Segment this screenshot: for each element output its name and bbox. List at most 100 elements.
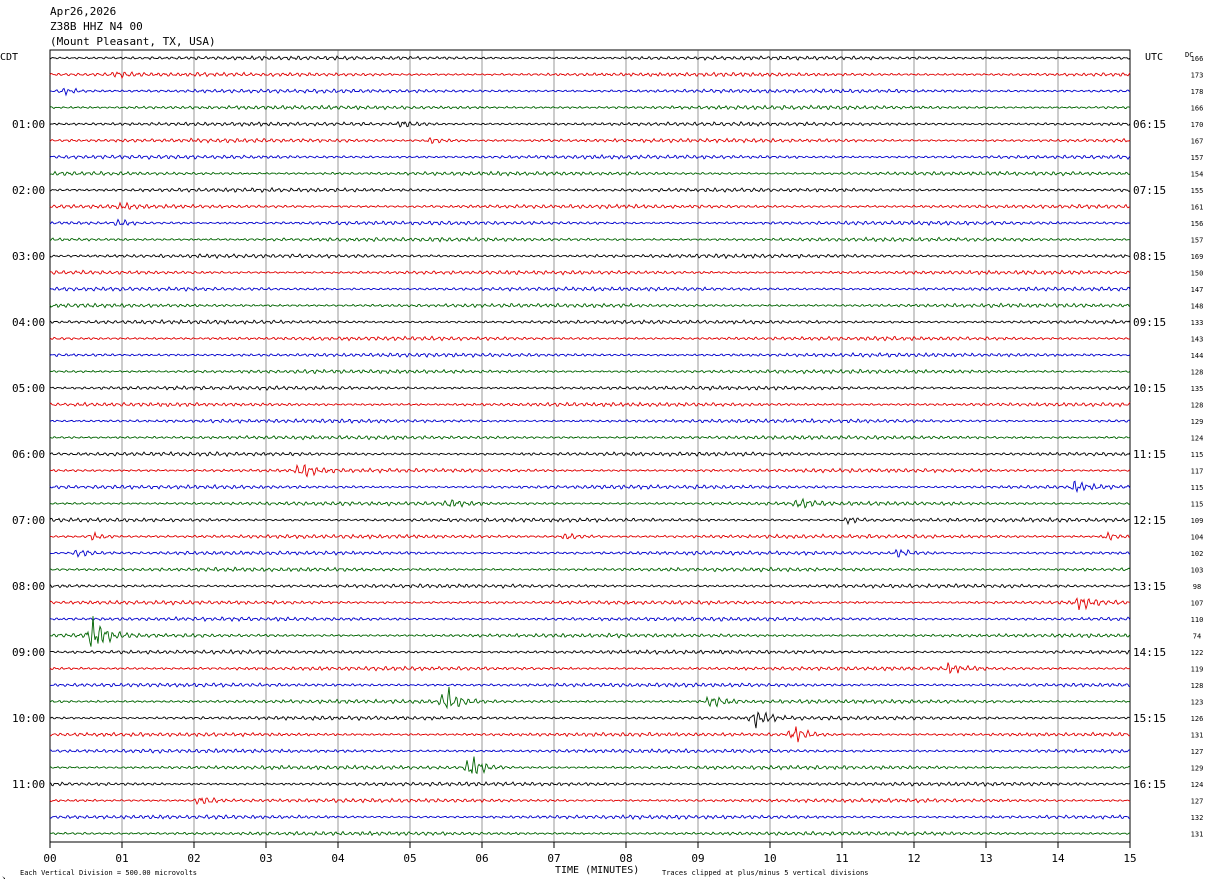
trace-row-42 [49,748,1131,754]
x-tick-label: 08 [619,852,632,865]
trace-row-43 [49,756,1131,775]
trace-row-27 [49,497,1131,509]
trace-row-5 [49,136,1131,145]
left-hour-label: 02:00 [12,184,45,197]
trace-row-46 [49,814,1130,821]
x-tick-label: 13 [979,852,992,865]
dc-offset-label: 157 [1191,237,1204,245]
x-tick-label: 14 [1051,852,1065,865]
trace-row-38 [49,682,1131,688]
right-hour-label: 15:15 [1133,712,1166,725]
trace-row-2 [49,87,1131,97]
trace-row-47 [49,830,1131,837]
right-hour-label: 07:15 [1133,184,1166,197]
trace-row-36 [50,648,1131,655]
dc-offset-label: 123 [1191,699,1204,707]
dc-offset-label: 155 [1191,187,1204,195]
dc-offset-label: 148 [1191,303,1204,311]
x-tick-label: 02 [187,852,200,865]
trace-row-25 [49,463,1131,478]
right-axis-title: UTC [1145,52,1163,63]
trace-row-18 [49,352,1131,359]
dc-offset-label: 167 [1191,138,1204,146]
trace-row-35 [49,616,1131,647]
x-tick-label: 05 [403,852,416,865]
dc-offset-label: 144 [1191,352,1204,360]
trace-row-7 [49,170,1131,177]
dc-offset-label: 124 [1191,781,1204,789]
trace-row-24 [49,451,1131,458]
dc-offset-label: 117 [1191,468,1204,476]
dc-offset-label: 74 [1193,633,1201,641]
dc-offset-label: 133 [1191,319,1204,327]
dc-offset-label: 129 [1191,765,1204,773]
trace-row-1 [49,71,1131,80]
trace-row-30 [49,548,1131,558]
dc-offset-label: 103 [1191,567,1204,575]
trace-row-0 [49,55,1131,61]
x-tick-label: 07 [547,852,560,865]
trace-group [49,55,1131,837]
trace-row-21 [49,401,1131,408]
dc-title: DC [1185,51,1193,59]
dc-offset-label: 150 [1191,270,1204,278]
dc-offset-label: 107 [1191,600,1204,608]
dc-offset-label: 154 [1191,171,1204,179]
x-tick-label: 11 [835,852,848,865]
left-hour-label: 01:00 [12,118,45,131]
dc-offset-label: 128 [1191,682,1204,690]
right-hour-label: 16:15 [1133,778,1166,791]
trace-row-31 [49,566,1131,573]
trace-row-23 [49,434,1131,441]
right-hour-label: 13:15 [1133,580,1166,593]
trace-row-15 [49,302,1131,309]
trace-row-8 [49,186,1131,193]
dc-offset-label: 143 [1191,336,1204,344]
right-hour-label: 09:15 [1133,316,1166,329]
trace-row-33 [49,597,1131,611]
dc-offset-label: 122 [1191,649,1204,657]
x-tick-label: 06 [475,852,488,865]
trace-row-16 [49,318,1131,325]
dc-offset-label: 128 [1191,402,1204,410]
trace-row-32 [49,583,1131,589]
plot-frame [49,49,1131,843]
left-hour-label: 08:00 [12,580,45,593]
dc-offset-label: 157 [1191,154,1204,162]
x-tick-label: 00 [43,852,56,865]
x-tick-group: 00 01 02 03 04 05 06 07 08 09 10 11 12 13 14 15 [43,842,1137,865]
trace-row-39 [49,686,1131,710]
dc-offset-label: 166 [1191,55,1204,63]
right-hour-label: 11:15 [1133,448,1166,461]
right-hour-label: 10:15 [1133,382,1166,395]
trace-row-26 [49,480,1131,494]
trace-row-3 [49,104,1131,111]
trace-row-19 [49,368,1131,375]
right-hour-label: 08:15 [1133,250,1166,263]
trace-row-45 [49,797,1131,806]
dc-offset-label: 110 [1191,616,1204,624]
dc-offset-label: 129 [1191,418,1204,426]
trace-row-17 [49,335,1131,342]
dc-offset-label: 124 [1191,435,1204,443]
left-hour-label: 03:00 [12,250,45,263]
location-label: (Mount Pleasant, TX, USA) [50,35,216,48]
dc-offset-label: 98 [1193,583,1201,591]
trace-row-11 [49,236,1131,243]
dc-offset-label: 131 [1191,831,1204,839]
left-hour-label: 11:00 [12,778,45,791]
dc-offset-label: 166 [1191,105,1204,113]
trace-row-6 [49,154,1131,161]
dc-offset-label: 156 [1191,220,1204,228]
trace-row-12 [49,253,1131,260]
right-hour-label: 06:15 [1133,118,1166,131]
dc-offset-label: 169 [1191,253,1204,261]
trace-row-4 [49,120,1131,128]
dc-offset-label: 173 [1191,72,1204,80]
x-tick-label: 01 [115,852,128,865]
dc-offset-label: 119 [1191,666,1204,674]
dc-offset-label: 147 [1191,286,1204,294]
dc-offset-label: 131 [1191,732,1204,740]
dc-offset-label: 128 [1191,369,1204,377]
